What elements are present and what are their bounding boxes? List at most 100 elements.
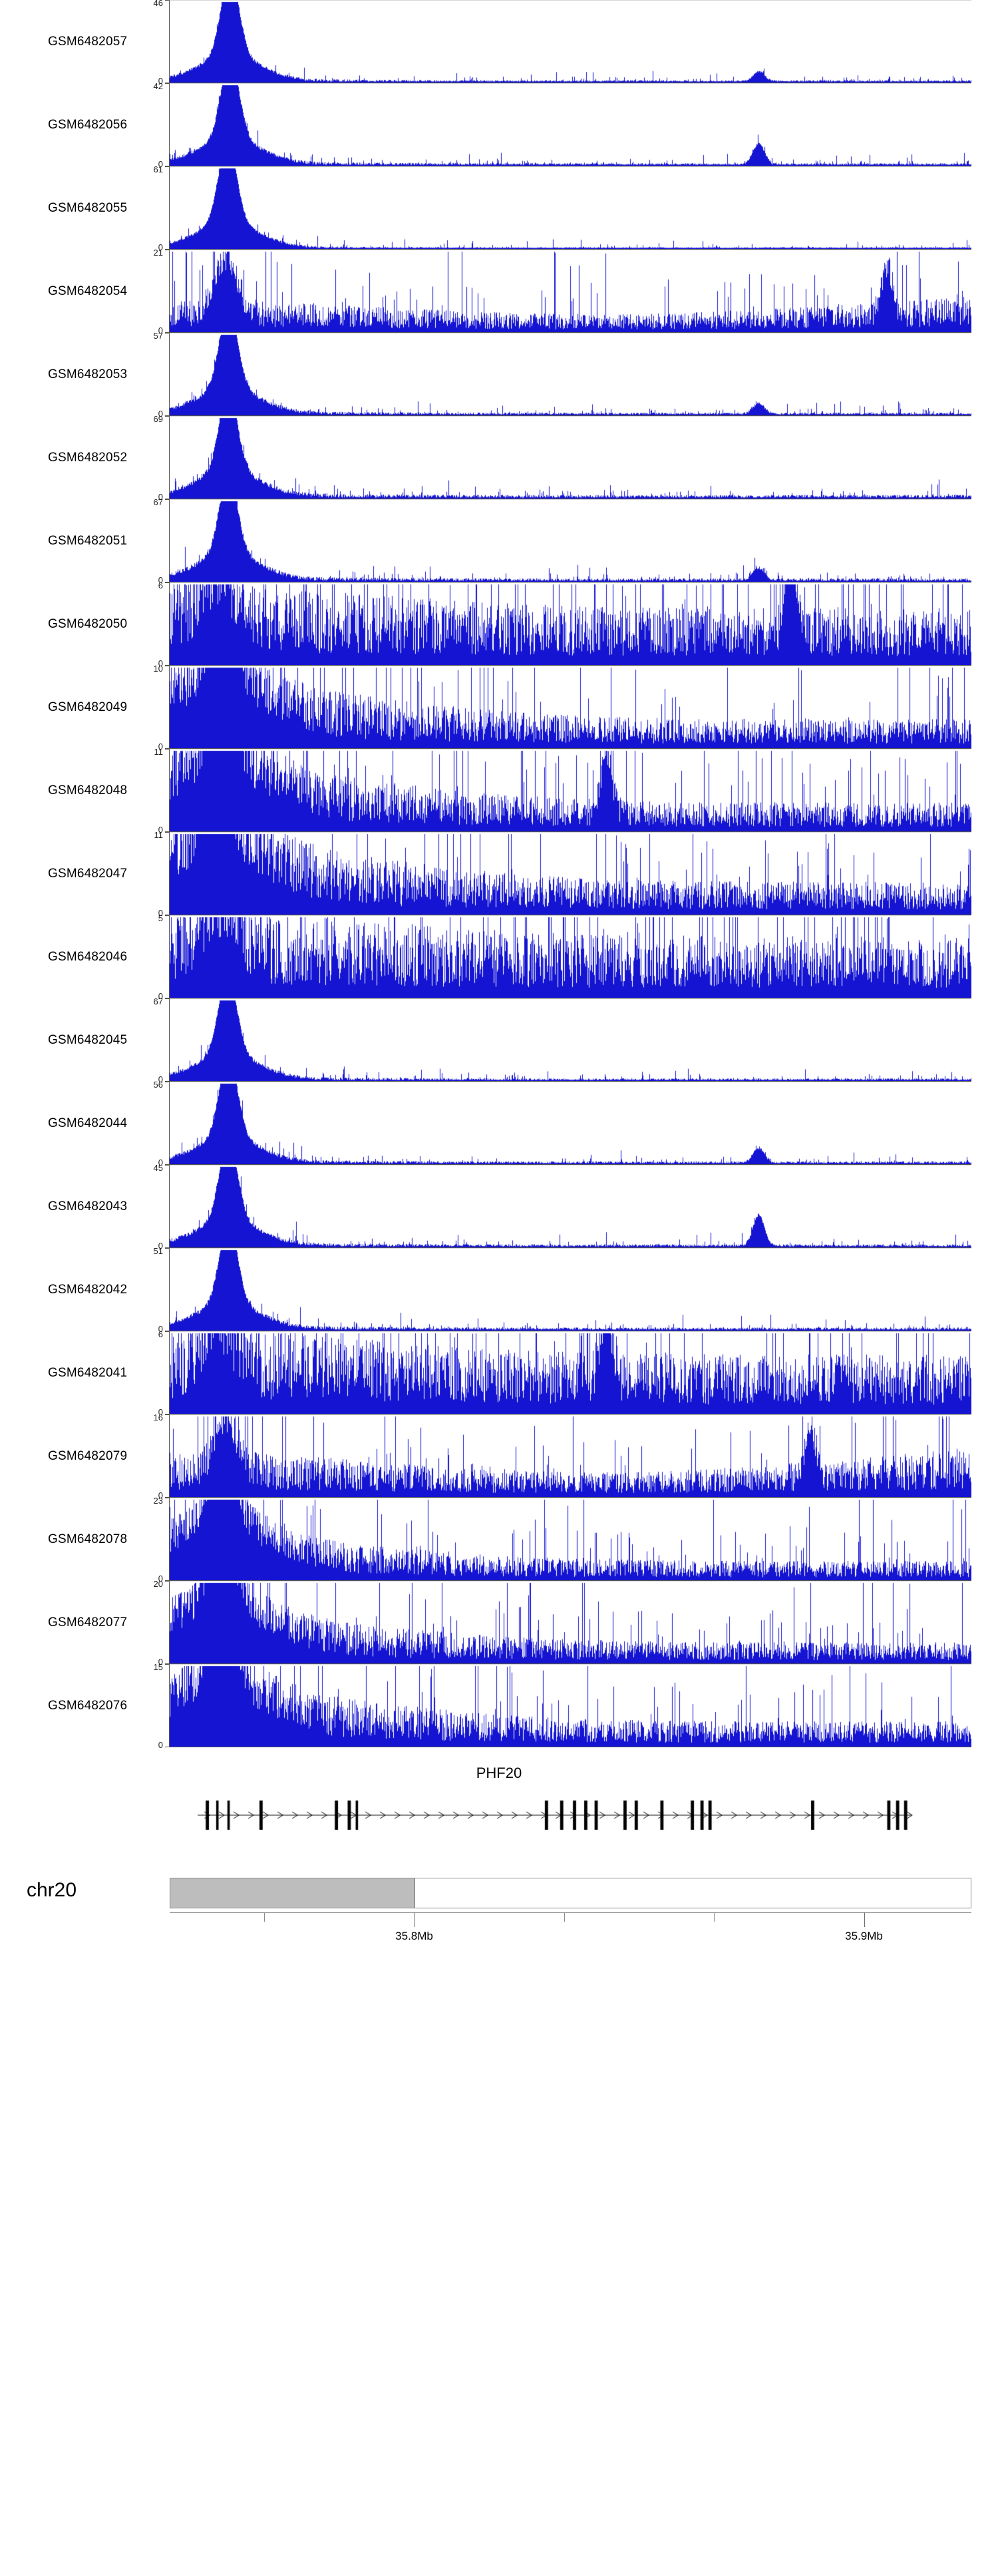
y-axis-min-label: 0 [158, 242, 163, 252]
track-coverage-canvas [170, 750, 971, 831]
track-plot-area [170, 499, 971, 582]
track-coverage-canvas [170, 1332, 971, 1414]
y-axis-line [165, 915, 170, 998]
track-sample-label: GSM6482077 [48, 1615, 128, 1629]
y-axis-line [165, 1165, 170, 1248]
y-axis-min-label: 0 [158, 1407, 163, 1417]
y-axis-min-label: 0 [158, 825, 163, 835]
ruler-tick-label: 35.8Mb [395, 1930, 433, 1942]
coverage-track: GSM6482050 6 0 [0, 581, 998, 668]
y-axis-min-label: 0 [158, 1574, 163, 1584]
ideogram-bar-wrap [170, 1878, 971, 1908]
y-axis-max-label: 67 [153, 497, 163, 507]
track-coverage-canvas [170, 1082, 971, 1164]
y-axis-max-label: 16 [153, 1412, 163, 1422]
chromosome-label: chr20 [27, 1879, 77, 1901]
track-plot-area [170, 1498, 971, 1581]
track-plot-area [170, 1082, 971, 1165]
track-coverage-canvas [170, 1498, 971, 1580]
track-plot-area [170, 166, 971, 250]
track-plot-area [170, 832, 971, 915]
track-y-axis: 45 0 [143, 1163, 170, 1250]
track-coverage-canvas [170, 250, 971, 332]
track-plot-area [170, 1331, 971, 1414]
track-sample-label: GSM6482051 [48, 533, 128, 548]
y-axis-line [165, 1082, 170, 1165]
coverage-track: GSM6482076 15 0 [0, 1662, 998, 1750]
y-axis-line [165, 333, 170, 416]
y-axis-max-label: 42 [153, 81, 163, 91]
track-sample-label: GSM6482041 [48, 1365, 128, 1380]
coverage-track: GSM6482045 67 0 [0, 996, 998, 1084]
track-plot-area [170, 915, 971, 998]
ruler-baseline [170, 1912, 971, 1913]
track-y-axis: 67 0 [143, 497, 170, 584]
track-sample-label: GSM6482049 [48, 700, 128, 714]
coverage-track: GSM6482051 67 0 [0, 497, 998, 584]
ideogram-bar [170, 1878, 971, 1908]
track-plot-area [170, 749, 971, 832]
track-plot-area [170, 582, 971, 666]
coverage-track: GSM6482042 51 0 [0, 1246, 998, 1333]
y-axis-max-label: 56 [153, 1080, 163, 1090]
track-coverage-canvas [170, 333, 971, 415]
y-axis-max-label: 15 [153, 1662, 163, 1672]
track-plot-area [170, 0, 971, 83]
track-coverage-canvas [170, 1166, 971, 1247]
track-sample-label: GSM6482054 [48, 284, 128, 298]
y-axis-min-label: 0 [158, 1074, 163, 1084]
track-y-axis: 56 0 [143, 1080, 170, 1167]
track-plot-area [170, 333, 971, 416]
y-axis-line [165, 1414, 170, 1498]
track-coverage-canvas [170, 500, 971, 582]
track-y-axis: 67 0 [143, 996, 170, 1084]
track-y-axis: 69 0 [143, 415, 170, 502]
track-sample-label: GSM6482046 [48, 949, 128, 964]
track-y-axis: 61 0 [143, 164, 170, 252]
y-axis-min-label: 0 [158, 159, 163, 169]
track-sample-label: GSM6482047 [48, 866, 128, 881]
track-sample-label: GSM6482044 [48, 1116, 128, 1130]
y-axis-line [165, 749, 170, 832]
gene-model-canvas [170, 1789, 971, 1842]
y-axis-max-label: 11 [154, 747, 164, 757]
y-axis-max-label: 51 [153, 1246, 163, 1256]
coverage-track: GSM6482044 56 0 [0, 1080, 998, 1167]
track-coverage-canvas [170, 167, 971, 249]
y-axis-min-label: 0 [158, 492, 163, 502]
coverage-track: GSM6482077 20 0 [0, 1579, 998, 1666]
track-sample-label: GSM6482043 [48, 1199, 128, 1213]
track-coverage-canvas [170, 833, 971, 915]
track-coverage-canvas [170, 999, 971, 1081]
y-axis-max-label: 5 [158, 913, 163, 923]
track-y-axis: 15 0 [143, 1662, 170, 1750]
track-coverage-canvas [170, 1665, 971, 1747]
y-axis-line [165, 1581, 170, 1664]
gene-model-panel: PHF20 [0, 1759, 998, 1859]
track-y-axis: 46 0 [143, 0, 170, 86]
y-axis-max-label: 67 [153, 996, 163, 1006]
y-axis-min-label: 0 [158, 1740, 163, 1750]
y-axis-max-label: 21 [153, 248, 163, 258]
y-axis-max-label: 61 [153, 164, 163, 174]
y-axis-min-label: 0 [158, 409, 163, 419]
gene-name-label: PHF20 [476, 1765, 522, 1781]
track-plot-area [170, 1664, 971, 1747]
y-axis-min-label: 0 [158, 1490, 163, 1500]
y-axis-max-label: 20 [153, 1579, 163, 1589]
y-axis-max-label: 11 [154, 830, 164, 840]
track-plot-area [170, 416, 971, 499]
track-plot-area [170, 1581, 971, 1664]
y-axis-max-label: 45 [153, 1163, 163, 1173]
coverage-track: GSM6482047 11 0 [0, 830, 998, 917]
track-plot-area [170, 1414, 971, 1498]
track-y-axis: 11 0 [143, 830, 170, 917]
coverage-track: GSM6482053 57 0 [0, 331, 998, 419]
coverage-track: GSM6482048 11 0 [0, 747, 998, 835]
y-axis-min-label: 0 [158, 76, 163, 86]
track-y-axis: 51 0 [143, 1246, 170, 1333]
y-axis-line [165, 416, 170, 499]
